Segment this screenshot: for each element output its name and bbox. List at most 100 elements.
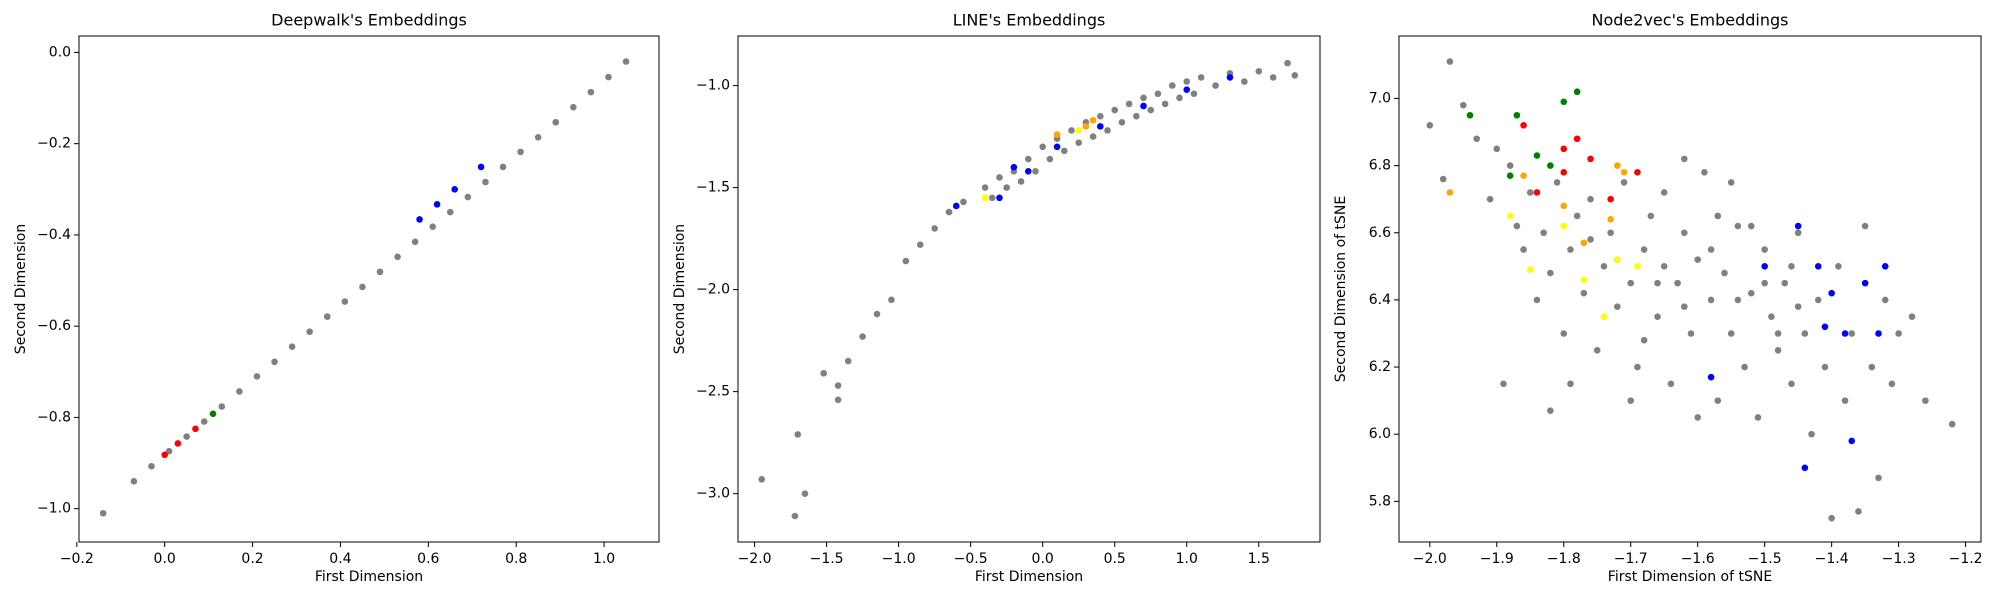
point [1560, 169, 1568, 176]
point [902, 257, 910, 265]
point [271, 358, 278, 366]
subplot: LINE's Embeddings First Dimension Second D… [672, 11, 1321, 585]
plot-frame [1398, 35, 1982, 543]
point [834, 382, 842, 389]
point [1140, 102, 1147, 110]
point [1183, 86, 1191, 93]
point [1721, 269, 1728, 277]
point [1687, 330, 1695, 337]
x-axis-label: First Dimension [975, 569, 1083, 585]
point [981, 184, 989, 191]
point [1540, 229, 1547, 237]
point [1788, 263, 1795, 270]
point [1573, 135, 1581, 143]
point [1533, 296, 1541, 304]
point [1197, 74, 1205, 81]
point [1727, 330, 1735, 337]
point [1513, 111, 1521, 119]
point [161, 451, 168, 459]
point [1520, 172, 1527, 179]
point [1814, 296, 1822, 304]
chart-title: Deepwalk's Embeddings [271, 11, 467, 30]
point [1660, 263, 1668, 270]
y-tick-label: −3.0 [696, 486, 730, 502]
point [429, 223, 437, 231]
point [888, 296, 895, 304]
subplot: Deepwalk's Embeddings First Dimension Seco… [13, 11, 660, 585]
point [1634, 169, 1641, 176]
point [1147, 106, 1155, 114]
point [1560, 202, 1568, 210]
point [1426, 122, 1434, 129]
point [1593, 346, 1601, 354]
point [1212, 82, 1219, 89]
point [1075, 127, 1083, 134]
subplot: Node2vec's Embeddings First Dimension of … [1333, 11, 1983, 586]
point [1580, 276, 1588, 284]
point [1176, 94, 1183, 102]
point [1881, 296, 1889, 304]
point [236, 388, 243, 395]
point [1774, 346, 1782, 354]
point [534, 133, 542, 141]
x-tick-label: 0.2 [241, 551, 263, 567]
point [1620, 169, 1628, 176]
x-tick-label: 1.0 [1176, 551, 1198, 567]
point [376, 268, 384, 276]
point [1794, 229, 1802, 237]
x-axis-label: First Dimension of tSNE [1608, 569, 1772, 585]
point [1761, 263, 1768, 270]
point [1068, 127, 1075, 134]
point [433, 201, 441, 208]
point [1446, 58, 1454, 65]
x-tick-label: −1.5 [1748, 551, 1782, 567]
point [1707, 296, 1715, 304]
point [1587, 236, 1594, 243]
y-tick-label: 6.6 [1369, 225, 1391, 241]
x-tick-label: −1.5 [810, 551, 844, 567]
point [416, 216, 423, 223]
point [1727, 179, 1735, 186]
point [446, 208, 454, 216]
y-tick-label: −0.2 [37, 136, 71, 152]
point [1506, 172, 1514, 179]
point [1794, 222, 1802, 230]
point [1017, 178, 1025, 185]
point [1888, 380, 1896, 388]
point [1486, 195, 1494, 203]
y-tick-label: 5.8 [1369, 493, 1391, 509]
point [1140, 94, 1147, 102]
point [1587, 195, 1594, 203]
x-tick-label: −1.2 [1949, 551, 1983, 567]
point [952, 202, 960, 210]
x-tick-label: −2.0 [1413, 551, 1447, 567]
point [552, 118, 560, 126]
chart-title: LINE's Embeddings [953, 11, 1106, 30]
point [1654, 279, 1661, 287]
point [165, 447, 173, 455]
point [1039, 143, 1046, 151]
point [1284, 59, 1291, 67]
point [1547, 269, 1554, 277]
point [1526, 189, 1534, 196]
point [1821, 323, 1829, 331]
point [1607, 229, 1614, 237]
point [1060, 147, 1068, 155]
point [1053, 131, 1061, 138]
x-tick-label: −1.0 [882, 551, 916, 567]
point [1801, 330, 1809, 337]
point [464, 193, 472, 201]
point [1794, 303, 1802, 310]
point [1125, 100, 1133, 108]
point [1459, 101, 1467, 109]
point [1620, 179, 1628, 186]
point [1707, 246, 1715, 253]
point [1097, 112, 1104, 120]
y-axis-label: Second Dimension of tSNE [1333, 196, 1349, 382]
x-tick-label: −1.3 [1882, 551, 1916, 567]
x-tick-label: 1.0 [593, 551, 615, 567]
point [1627, 279, 1635, 287]
point [1154, 90, 1162, 98]
point [1607, 216, 1614, 223]
